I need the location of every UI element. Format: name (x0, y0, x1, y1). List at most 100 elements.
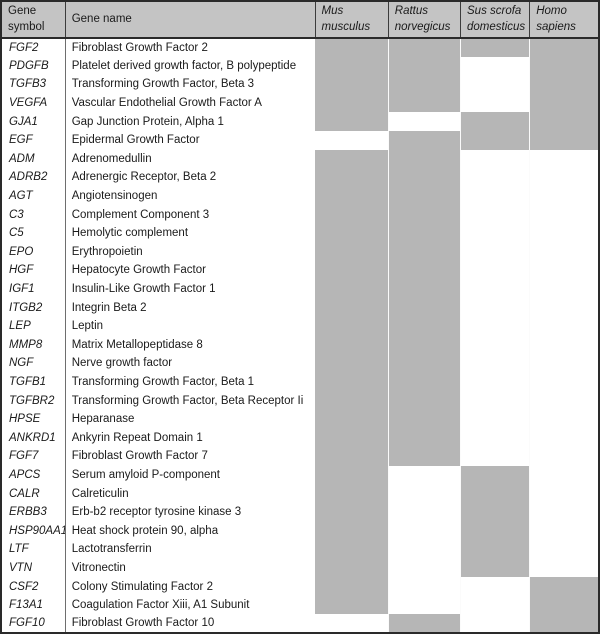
presence-cell-mus-musculus (315, 205, 389, 224)
presence-cell-sus-scrofa-domesticus (459, 391, 530, 410)
gene-symbol-cell: CSF2 (1, 577, 66, 596)
presence-cell-mus-musculus (315, 372, 389, 392)
table-row: MMP8 Matrix Metallopeptidase 8 (1, 335, 599, 355)
presence-cell-homo-sapiens (529, 502, 599, 522)
presence-cell-rattus-norvegicus (387, 540, 461, 559)
presence-cell-sus-scrofa-domesticus (459, 428, 530, 448)
presence-cell-sus-scrofa-domesticus (459, 298, 530, 317)
gene-name-cell: Fibroblast Growth Factor 7 (71, 450, 208, 463)
gene-symbol-cell: IGF1 (1, 279, 66, 299)
presence-cell-mus-musculus (315, 465, 389, 485)
presence-cell-homo-sapiens (529, 261, 599, 280)
presence-cell-sus-scrofa-domesticus (459, 56, 530, 76)
table-row: HPSE Heparanase (1, 409, 599, 429)
gene-symbol-cell: APCS (1, 465, 66, 485)
presence-cell-homo-sapiens (529, 279, 599, 299)
presence-cell-homo-sapiens (529, 558, 599, 578)
gene-symbol-cell: C5 (1, 223, 66, 243)
presence-cell-rattus-norvegicus (387, 298, 461, 317)
presence-cell-homo-sapiens (529, 447, 599, 466)
gene-name-cell: Coagulation Factor Xiii, A1 Subunit (71, 599, 250, 612)
table-header: Gene symbol Gene name Mus musculus Rattu… (0, 0, 600, 39)
table-row: LEP Leptin (1, 316, 599, 336)
presence-cell-mus-musculus (315, 502, 389, 522)
presence-cell-sus-scrofa-domesticus (459, 149, 530, 169)
table-row: FGF7 Fibroblast Growth Factor 7 (1, 447, 599, 466)
presence-cell-mus-musculus (315, 595, 389, 615)
gene-symbol-cell: F13A1 (1, 595, 66, 615)
gene-symbol-cell: C3 (1, 205, 66, 224)
table-row: VTN Vitronectin (1, 558, 599, 578)
presence-cell-sus-scrofa-domesticus (459, 614, 530, 633)
gene-name-cell: Hemolytic complement (71, 227, 189, 240)
gene-symbol-cell: ERBB3 (1, 502, 66, 522)
gene-symbol-cell: NGF (1, 354, 66, 373)
presence-cell-homo-sapiens (529, 316, 599, 336)
presence-cell-rattus-norvegicus (387, 38, 461, 57)
gene-name-cell: Serum amyloid P-component (71, 468, 220, 481)
presence-cell-mus-musculus (315, 484, 389, 503)
presence-cell-homo-sapiens (529, 409, 599, 429)
col-header-mus-musculus: Mus musculus (314, 0, 389, 39)
gene-name-cell: Transforming Growth Factor, Beta 1 (71, 375, 255, 388)
presence-cell-sus-scrofa-domesticus (459, 409, 530, 429)
table-row: HSP90AA1 Heat shock protein 90, alpha (1, 521, 599, 541)
presence-cell-mus-musculus (315, 391, 389, 410)
table-row: ADM Adrenomedullin (1, 149, 599, 169)
gene-name-cell: Transforming Growth Factor, Beta Recepto… (71, 394, 304, 407)
presence-cell-sus-scrofa-domesticus (459, 205, 530, 224)
presence-cell-rattus-norvegicus (387, 465, 461, 485)
presence-cell-rattus-norvegicus (387, 149, 461, 169)
table-body: FGF2 Fibroblast Growth Factor 2 PDGFB Plate… (1, 38, 599, 633)
header-line: Gene (8, 5, 37, 17)
gene-symbol-cell: TGFB3 (1, 75, 66, 94)
presence-cell-homo-sapiens (529, 75, 599, 94)
presence-cell-sus-scrofa-domesticus (459, 93, 530, 113)
presence-cell-sus-scrofa-domesticus (459, 168, 530, 187)
col-header-gene-name: Gene name (64, 0, 316, 39)
presence-cell-mus-musculus (315, 428, 389, 448)
presence-cell-sus-scrofa-domesticus (459, 447, 530, 466)
presence-cell-rattus-norvegicus (387, 372, 461, 392)
gene-name-cell: Adrenergic Receptor, Beta 2 (71, 171, 217, 184)
gene-symbol-cell: LEP (1, 316, 66, 336)
presence-cell-rattus-norvegicus (387, 428, 461, 448)
presence-cell-rattus-norvegicus (387, 75, 461, 94)
presence-cell-rattus-norvegicus (387, 354, 461, 373)
gene-symbol-cell: FGF10 (1, 614, 66, 633)
gene-symbol-cell: FGF7 (1, 447, 66, 466)
table-row: GJA1 Gap Junction Protein, Alpha 1 (1, 112, 599, 131)
table-row: F13A1 Coagulation Factor Xiii, A1 Subunit (1, 595, 599, 615)
presence-cell-rattus-norvegicus (387, 577, 461, 596)
presence-cell-mus-musculus (315, 56, 389, 76)
presence-cell-homo-sapiens (529, 465, 599, 485)
col-header-sus-scrofa-domesticus: Sus scrofa domesticus (459, 0, 531, 39)
presence-cell-homo-sapiens (529, 372, 599, 392)
presence-cell-rattus-norvegicus (387, 93, 461, 113)
gene-name-cell: Adrenomedullin (71, 152, 152, 165)
table-row: C5 Hemolytic complement (1, 223, 599, 243)
presence-cell-sus-scrofa-domesticus (459, 186, 530, 206)
gene-name-cell: Erythropoietin (71, 245, 143, 258)
presence-cell-homo-sapiens (529, 391, 599, 410)
header-line: symbol (8, 20, 45, 33)
gene-name-cell: Ankyrin Repeat Domain 1 (71, 431, 203, 444)
presence-cell-mus-musculus (315, 577, 389, 596)
gene-symbol-cell: TGFB1 (1, 372, 66, 392)
gene-name-cell: Integrin Beta 2 (71, 301, 147, 314)
presence-cell-mus-musculus (315, 558, 389, 578)
presence-cell-sus-scrofa-domesticus (459, 38, 530, 57)
gene-name-cell: Fibroblast Growth Factor 10 (71, 617, 215, 630)
gene-symbol-cell: EPO (1, 242, 66, 262)
table-row: APCS Serum amyloid P-component (1, 465, 599, 485)
gene-name-cell: Epidermal Growth Factor (71, 134, 200, 147)
presence-cell-sus-scrofa-domesticus (459, 354, 530, 373)
presence-cell-homo-sapiens (529, 205, 599, 224)
presence-cell-sus-scrofa-domesticus (459, 521, 530, 541)
presence-cell-homo-sapiens (529, 540, 599, 559)
presence-cell-homo-sapiens (529, 595, 599, 615)
presence-cell-sus-scrofa-domesticus (459, 261, 530, 280)
gene-name-cell: Vascular Endothelial Growth Factor A (71, 97, 262, 110)
gene-name-cell: Platelet derived growth factor, B polype… (71, 59, 297, 72)
presence-cell-rattus-norvegicus (387, 484, 461, 503)
